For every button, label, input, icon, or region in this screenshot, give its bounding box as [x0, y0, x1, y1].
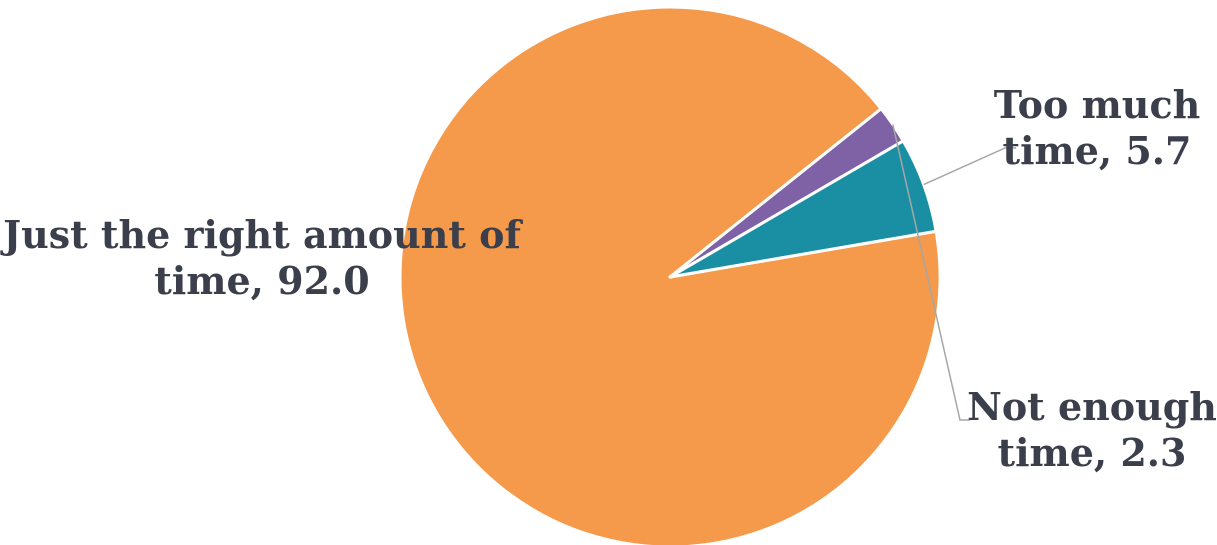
leader-line-not-enough-time	[892, 124, 970, 421]
label-too-much-time: Too much time, 5.7	[994, 82, 1200, 173]
leader-line-too-much-time	[923, 147, 1016, 186]
label-not-enough-time: Not enough time, 2.3	[967, 384, 1217, 475]
pie-slice-too-much-time	[668, 139, 938, 279]
label-line: time, 2.3	[998, 430, 1187, 475]
label-line: time, 92.0	[154, 258, 369, 303]
label-line: Not enough	[967, 384, 1217, 429]
pie-slices	[398, 5, 942, 545]
slice-labels: Just the right amount of time, 92.0 Too mu…	[0, 82, 1217, 475]
label-just-the-right-amount-of-time: Just the right amount of time, 92.0	[0, 212, 523, 303]
leader-lines	[892, 124, 1016, 421]
label-line: time, 5.7	[1003, 128, 1192, 173]
label-line: Just the right amount of	[0, 212, 523, 257]
label-line: Too much	[994, 82, 1200, 127]
